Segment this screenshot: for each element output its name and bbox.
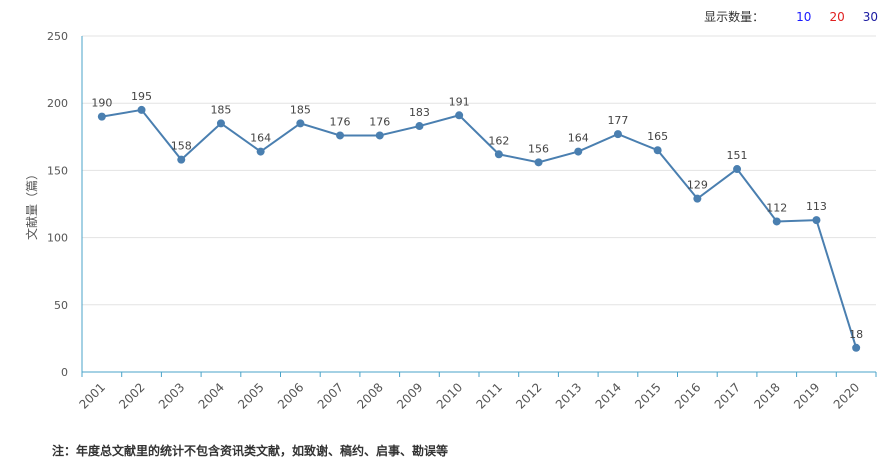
data-label: 129 <box>687 179 708 192</box>
data-point <box>375 131 384 140</box>
x-tick-label: 2019 <box>791 380 822 411</box>
data-label: 165 <box>647 130 668 143</box>
x-tick-label: 2008 <box>354 380 385 411</box>
y-tick-label: 200 <box>47 97 68 110</box>
data-point <box>415 122 424 131</box>
y-tick-labels: 0 50 100 150 200 250 <box>47 30 68 379</box>
grid-lines <box>82 35 876 306</box>
data-label: 158 <box>171 140 192 153</box>
x-tick-labels: 2001 2002 2003 2004 2005 2006 2007 2008 2009 2010… <box>76 372 877 412</box>
data-label: 183 <box>409 106 430 119</box>
data-label: 18 <box>849 328 863 341</box>
x-tick-label: 2016 <box>672 380 703 411</box>
x-tick-label: 2005 <box>235 380 266 411</box>
data-label: 176 <box>369 115 390 128</box>
x-tick-label: 2001 <box>76 380 107 411</box>
data-point <box>137 105 146 114</box>
display-count-control: 显示数量： 10 20 30 <box>704 8 878 25</box>
y-axis-label: 文献量（篇） <box>24 168 39 240</box>
data-point <box>494 150 503 159</box>
data-point <box>772 217 781 226</box>
series-line <box>101 108 858 349</box>
y-tick-label: 100 <box>47 232 68 245</box>
data-label: 176 <box>330 115 351 128</box>
x-tick-label: 2011 <box>473 380 504 411</box>
data-label: 164 <box>250 132 271 145</box>
data-point <box>296 119 305 128</box>
y-tick-label: 0 <box>61 366 68 379</box>
data-label: 190 <box>91 97 112 110</box>
y-tick-label: 50 <box>54 299 68 312</box>
data-point <box>653 146 662 155</box>
x-tick-label: 2014 <box>593 380 624 411</box>
x-tick-label: 2018 <box>751 380 782 411</box>
x-tick-label: 2002 <box>116 380 147 411</box>
x-tick-label: 2017 <box>712 380 743 411</box>
x-tick-label: 2007 <box>315 380 346 411</box>
data-point <box>812 216 821 225</box>
count-option-30[interactable]: 30 <box>862 9 878 24</box>
line-chart: 0 50 100 150 200 250 2001 2002 2003 2004 2005 2006… <box>24 30 877 412</box>
x-tick-label: 2009 <box>394 380 425 411</box>
data-point <box>455 111 464 120</box>
data-point <box>613 130 622 139</box>
x-tick-label: 2006 <box>275 380 306 411</box>
data-label: 164 <box>568 132 589 145</box>
data-label: 162 <box>488 134 509 147</box>
data-label: 112 <box>766 201 787 214</box>
data-point <box>177 155 186 164</box>
data-label: 156 <box>528 142 549 155</box>
x-tick-label: 2010 <box>434 380 465 411</box>
data-point <box>256 147 265 156</box>
data-label: 185 <box>290 103 311 116</box>
y-tick-label: 250 <box>47 30 68 43</box>
data-point <box>574 147 583 156</box>
count-option-10[interactable]: 10 <box>796 9 812 24</box>
data-point <box>216 119 225 128</box>
data-label: 191 <box>449 95 470 108</box>
data-point <box>733 165 742 174</box>
data-points <box>97 105 861 352</box>
footnote: 注：年度总文献里的统计不包含资讯类文献，如致谢、稿约、启事、勘误等 <box>52 444 449 458</box>
data-label: 195 <box>131 90 152 103</box>
display-count-label: 显示数量： <box>704 10 765 24</box>
x-tick-label: 2003 <box>156 380 187 411</box>
data-label: 185 <box>210 103 231 116</box>
y-tick-label: 150 <box>47 164 68 177</box>
data-point <box>336 131 345 140</box>
data-point <box>534 158 543 167</box>
x-tick-label: 2004 <box>196 380 227 411</box>
data-label: 177 <box>607 114 628 127</box>
data-point <box>97 112 106 121</box>
x-tick-label: 2012 <box>513 380 544 411</box>
data-point <box>852 343 861 352</box>
x-tick-label: 2015 <box>632 380 663 411</box>
x-tick-label: 2020 <box>831 380 862 411</box>
data-label: 151 <box>727 149 748 162</box>
data-labels: 190 195 158 185 164 185 176 176 183 191 162 156 164 1… <box>91 90 863 341</box>
x-tick-label: 2013 <box>553 380 584 411</box>
count-option-20[interactable]: 20 <box>829 9 845 24</box>
data-point <box>693 194 702 203</box>
data-label: 113 <box>806 200 827 213</box>
